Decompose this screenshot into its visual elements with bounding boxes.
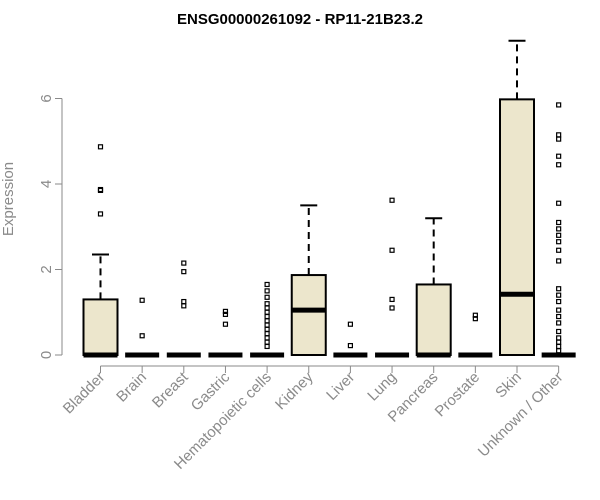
outlier-point <box>222 321 229 327</box>
outlier-point <box>264 313 270 320</box>
x-tick-label: Lung <box>364 369 400 405</box>
outlier-point <box>556 232 562 238</box>
outlier-point <box>264 339 270 345</box>
outlier-point <box>556 226 562 232</box>
outlier-point <box>181 260 187 266</box>
outlier-point <box>556 313 562 320</box>
outlier-point <box>389 247 395 253</box>
outlier-point <box>264 281 270 288</box>
box <box>499 98 535 357</box>
x-tick-label: Prostate <box>432 369 484 421</box>
outlier-point <box>264 331 270 337</box>
outlier-point <box>556 219 562 226</box>
box <box>82 298 119 356</box>
outlier-point <box>97 211 104 217</box>
outlier-point <box>347 342 353 349</box>
y-axis-label: Expression <box>0 162 17 236</box>
outlier-point <box>264 326 270 332</box>
outlier-point <box>389 296 395 303</box>
outlier-point <box>264 309 270 315</box>
outlier-point <box>97 186 104 193</box>
outlier-point <box>264 305 270 311</box>
y-tick-label: 0 <box>38 351 55 359</box>
outlier-point <box>556 335 562 341</box>
outlier-point <box>556 239 562 245</box>
outlier-point <box>556 153 562 159</box>
x-tick-label: Bladder <box>60 369 109 418</box>
outlier-point <box>97 144 104 150</box>
outlier-point <box>556 258 562 264</box>
x-tick-label: Kidney <box>272 368 317 413</box>
outlier-point <box>264 301 270 307</box>
outlier-point <box>222 311 229 317</box>
chart-title: ENSG00000261092 - RP11-21B23.2 <box>177 11 423 28</box>
outlier-point <box>347 321 353 327</box>
outlier-point <box>556 328 562 335</box>
x-tick-label: Brain <box>113 369 150 406</box>
outlier-point <box>556 286 562 292</box>
x-tick-label: Breast <box>149 368 192 411</box>
outlier-point <box>139 297 145 303</box>
outlier-point <box>181 269 187 275</box>
box <box>415 283 452 356</box>
outlier-point <box>556 132 562 138</box>
outlier-point <box>472 312 478 318</box>
box <box>290 274 327 356</box>
outlier-point <box>556 200 562 206</box>
outlier-point <box>181 298 187 305</box>
outlier-point <box>556 247 562 253</box>
x-tick-label: Liver <box>323 369 358 404</box>
outlier-point <box>222 308 229 314</box>
outlier-point <box>264 322 270 328</box>
outlier-point <box>556 307 562 313</box>
outlier-point <box>264 318 270 324</box>
outlier-point <box>556 298 562 305</box>
outlier-point <box>556 320 562 326</box>
outlier-point <box>264 343 270 350</box>
outlier-point <box>139 333 145 339</box>
y-tick-label: 2 <box>38 265 55 273</box>
outlier-point <box>556 102 562 108</box>
outlier-point <box>556 162 562 168</box>
outlier-point <box>389 197 395 203</box>
outlier-point <box>264 288 270 294</box>
outlier-point <box>556 136 562 142</box>
outlier-point <box>556 292 562 298</box>
y-tick-label: 6 <box>38 94 55 102</box>
x-tick-label: Skin <box>492 369 525 402</box>
outlier-point <box>556 343 562 350</box>
outlier-point <box>556 348 562 354</box>
outlier-point <box>556 339 562 345</box>
outlier-point <box>264 294 270 300</box>
y-tick-label: 4 <box>38 180 55 188</box>
outlier-point <box>181 303 187 309</box>
outlier-point <box>389 305 395 311</box>
outlier-point <box>264 335 270 341</box>
